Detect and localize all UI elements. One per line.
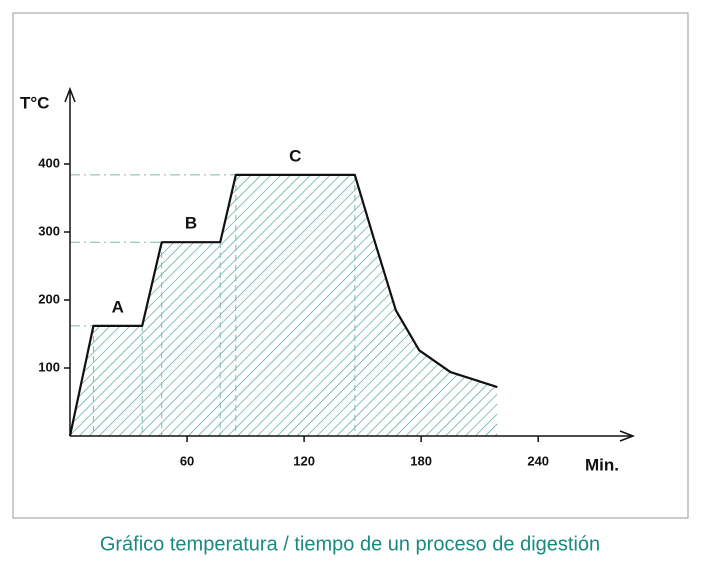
x-tick-label: 240 [527,453,549,468]
x-axis-label: Min. [585,455,619,474]
frame [12,12,689,519]
line [68,173,498,437]
y-axis-label: T°C [20,93,49,112]
y-axis-arrow [64,86,76,103]
y-tick-label: 100 [38,359,60,374]
plateau-label: C [289,146,301,165]
x-tick-label: 180 [410,453,432,468]
plateau-label: B [185,214,197,233]
x-tick-label: 120 [293,453,315,468]
caption: Gráfico temperatura / tiempo de un proce… [100,533,600,555]
plateau-label: A [112,297,124,316]
y-tick-label: 300 [38,223,60,238]
area [70,174,498,436]
y-tick-label: 200 [38,291,60,306]
x-axis-arrow [619,430,636,442]
y-tick-label: 400 [38,155,60,170]
x-tick-label: 60 [180,453,194,468]
